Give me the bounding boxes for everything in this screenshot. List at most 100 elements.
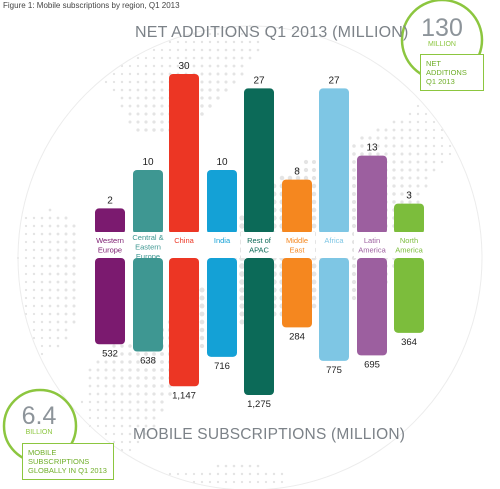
- globe-dot: [416, 176, 420, 180]
- globe-dot: [136, 408, 140, 412]
- globe-dot: [311, 215, 317, 221]
- globe-dot: [216, 464, 220, 468]
- globe-dot: [248, 56, 252, 60]
- globe-dot: [112, 440, 116, 444]
- globe-dot: [160, 376, 164, 380]
- globe-dot: [112, 408, 116, 412]
- globe-dot: [168, 56, 172, 60]
- globe-dot: [32, 256, 36, 260]
- globe-dot: [128, 80, 132, 84]
- global-subscriptions-badge-label: MOBILE SUBSCRIPTIONS GLOBALLY IN Q1 2013: [22, 443, 114, 480]
- globe-dot: [416, 144, 420, 148]
- globe-dot: [192, 40, 196, 44]
- globe-dot: [32, 264, 36, 268]
- globe-dot: [152, 72, 156, 76]
- globe-dot: [440, 136, 444, 140]
- globe-dot: [432, 136, 436, 140]
- globe-dot: [120, 96, 124, 100]
- globe-dot: [440, 128, 444, 132]
- globe-dot: [351, 263, 357, 269]
- globe-dot: [416, 160, 420, 164]
- globe-dot: [24, 288, 28, 292]
- globe-dot: [168, 392, 172, 396]
- globe-dot: [128, 360, 132, 364]
- globe-dot: [40, 224, 44, 228]
- globe-dot: [248, 464, 252, 468]
- globe-dot: [160, 360, 164, 364]
- globe-dot: [56, 216, 60, 220]
- globe-dot: [128, 104, 132, 108]
- globe-dot: [56, 248, 60, 252]
- globe-dot: [40, 264, 44, 268]
- globe-dot: [104, 392, 108, 396]
- globe-dot: [240, 472, 244, 476]
- globe-dot: [40, 280, 44, 284]
- net-additions-value-label: 27: [328, 75, 340, 86]
- globe-dot: [152, 352, 156, 356]
- globe-dot: [40, 272, 44, 276]
- globe-dot: [40, 328, 44, 332]
- globe-dot: [136, 64, 140, 68]
- region-label: APAC: [249, 246, 269, 255]
- globe-dot: [256, 472, 260, 476]
- globe-dot: [64, 240, 68, 244]
- globe-dot: [64, 272, 68, 276]
- globe-dot: [120, 368, 124, 372]
- globe-dot: [112, 360, 116, 364]
- globe-dot: [200, 48, 204, 52]
- globe-dot: [48, 240, 52, 244]
- globe-dot: [128, 400, 132, 404]
- globe-dot: [128, 64, 132, 68]
- globe-dot: [295, 175, 301, 181]
- globe-dot: [80, 400, 84, 404]
- globe-dot: [208, 32, 212, 36]
- globe-dot: [160, 384, 164, 388]
- globe-dot: [224, 56, 228, 60]
- globe-dot: [96, 392, 100, 396]
- globe-dot: [240, 72, 244, 76]
- globe-dot: [232, 480, 236, 484]
- globe-dot: [112, 344, 116, 348]
- region-label: Middle: [286, 236, 308, 245]
- globe-dot: [144, 408, 148, 412]
- globe-dot: [120, 64, 124, 68]
- globe-dot: [351, 207, 357, 213]
- globe-dot: [144, 64, 148, 68]
- globe-dot: [112, 384, 116, 388]
- globe-dot: [224, 48, 228, 52]
- globe-dot: [104, 424, 108, 428]
- globe-dot: [104, 432, 108, 436]
- globe-dot: [144, 128, 148, 132]
- globe-dot: [32, 280, 36, 284]
- globe-dot: [424, 144, 428, 148]
- subscriptions-bar: [282, 258, 312, 328]
- globe-dot: [208, 72, 212, 76]
- globe-dot: [239, 271, 245, 277]
- globe-dot: [72, 288, 76, 292]
- globe-dot: [128, 112, 132, 116]
- globe-dot: [128, 416, 132, 420]
- globe-dot: [160, 120, 164, 124]
- globe-dot: [240, 56, 244, 60]
- globe-dot: [216, 64, 220, 68]
- globe-dot: [24, 304, 28, 308]
- net-additions-bar: [282, 179, 312, 234]
- region-label-bg: [391, 232, 427, 258]
- globe-dot: [272, 480, 276, 484]
- globe-dot: [199, 287, 205, 293]
- globe-dot: [64, 248, 68, 252]
- globe-dot: [232, 464, 236, 468]
- globe-dot: [400, 200, 404, 204]
- globe-dot: [96, 400, 100, 404]
- globe-dot: [424, 152, 428, 156]
- globe-dot: [392, 128, 396, 132]
- globe-dot: [48, 304, 52, 308]
- globe-dot: [392, 176, 396, 180]
- globe-dot: [432, 120, 436, 124]
- globe-dot: [120, 344, 124, 348]
- globe-dot: [352, 176, 356, 180]
- globe-dot: [239, 287, 245, 293]
- globe-dot: [208, 472, 212, 476]
- globe-dot: [416, 200, 420, 204]
